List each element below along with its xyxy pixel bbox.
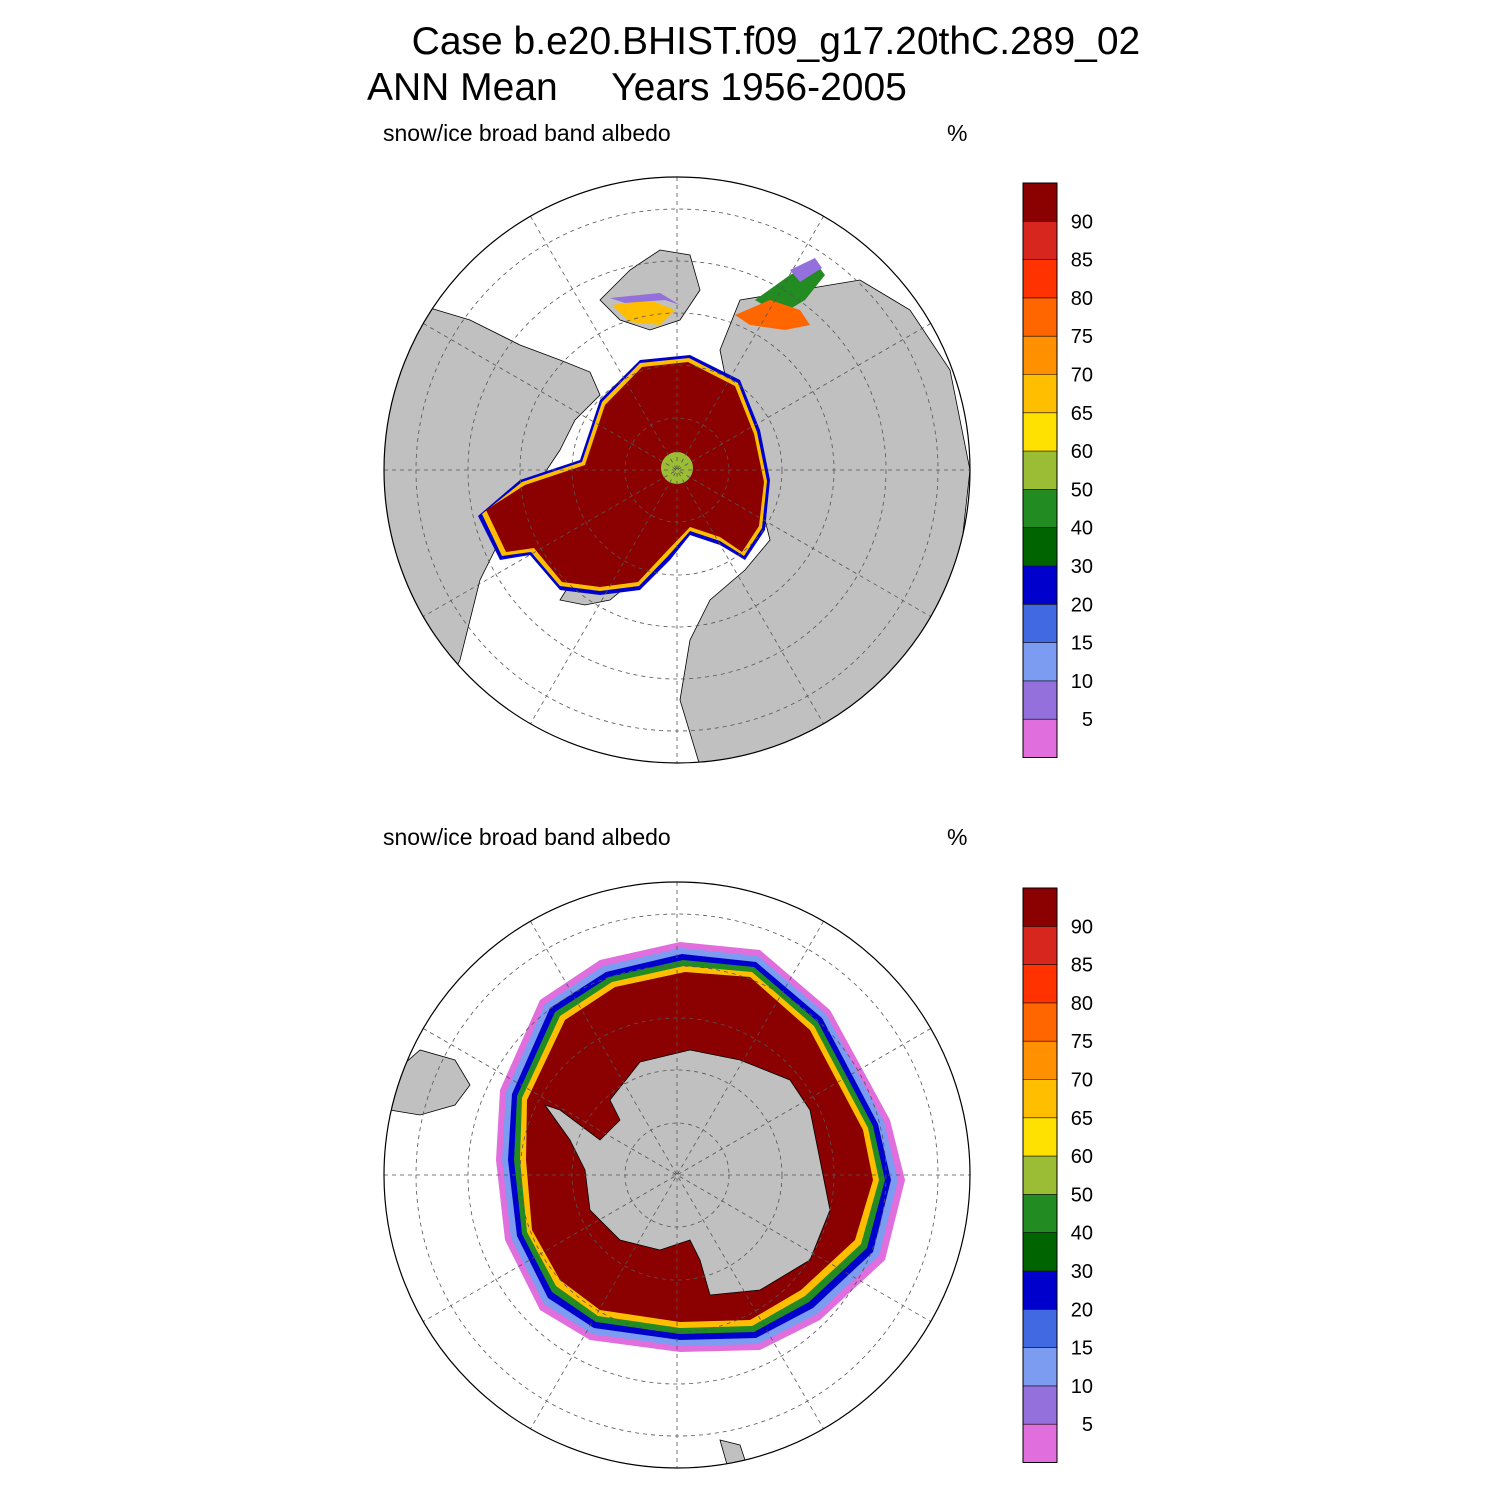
- south-graticule: [384, 882, 970, 1468]
- north-colorbar-box: [1023, 719, 1057, 758]
- north-colorbar-label: 70: [1071, 365, 1093, 387]
- north-graticule: [384, 177, 970, 763]
- north-polar-map: [383, 176, 971, 764]
- south-variable-label: snow/ice broad band albedo: [383, 824, 671, 850]
- south-colorbar-frame: [1022, 887, 1058, 1463]
- south-colorbar-label: 5: [1082, 1414, 1093, 1436]
- south-colorbar-box: [1023, 1309, 1057, 1349]
- north-colorbar-box: [1023, 680, 1057, 720]
- south-colorbar-label: 40: [1071, 1223, 1093, 1245]
- north-colorbar-label: 80: [1071, 288, 1093, 310]
- south-colorbar-box: [1023, 1156, 1057, 1195]
- north-colorbar-box: [1023, 259, 1057, 299]
- north-colorbar-box: [1023, 336, 1057, 375]
- north-colorbar-box: [1023, 566, 1057, 605]
- north-colorbar-box: [1023, 489, 1057, 529]
- north-units-label: %: [947, 120, 968, 146]
- north-colorbar-label: 10: [1071, 671, 1093, 693]
- north-colorbar-box: [1023, 642, 1057, 682]
- south-units-label: %: [947, 824, 968, 850]
- north-colorbar-box: [1023, 183, 1057, 222]
- south-colorbar-box: [1023, 926, 1057, 966]
- south-colorbar-box: [1023, 1079, 1057, 1119]
- south-colorbar-box: [1023, 1041, 1057, 1080]
- north-colorbar-label: 30: [1071, 556, 1093, 578]
- north-colorbar-label: 40: [1071, 518, 1093, 540]
- south-colorbar-box: [1023, 888, 1057, 927]
- south-colorbar-label: 20: [1071, 1299, 1093, 1321]
- north-colorbar-box: [1023, 297, 1057, 337]
- north-colorbar-label: 90: [1071, 211, 1093, 233]
- south-colorbar-label: 85: [1071, 955, 1093, 977]
- south-colorbar-label: 75: [1071, 1031, 1093, 1053]
- north-colorbar-box: [1023, 221, 1057, 261]
- north-colorbar-box: [1023, 604, 1057, 644]
- north-colorbar-box: [1023, 374, 1057, 414]
- north-colorbar-label: 85: [1071, 250, 1093, 272]
- north-colorbar-label: 50: [1071, 479, 1093, 501]
- south-colorbar-label: 60: [1071, 1146, 1093, 1168]
- south-colorbar: 90 85 80 75 70 65 60 50 40 30 20 15 10 5: [1022, 887, 1093, 1463]
- figure-title-period: ANN Mean Years 1956-2005: [367, 66, 907, 109]
- figure-title-case: Case b.e20.BHIST.f09_g17.20thC.289_02: [390, 20, 1141, 63]
- south-colorbar-box: [1023, 1194, 1057, 1234]
- south-colorbar-box: [1023, 964, 1057, 1004]
- north-sea-ice: [478, 258, 825, 595]
- south-colorbar-box: [1023, 1385, 1057, 1425]
- south-colorbar-box: [1023, 1424, 1057, 1463]
- north-colorbar-label: 5: [1082, 709, 1093, 731]
- north-colorbar-box: [1023, 451, 1057, 490]
- south-colorbar-label: 15: [1071, 1338, 1093, 1360]
- south-colorbar-label: 10: [1071, 1376, 1093, 1398]
- north-colorbar-label: 20: [1071, 594, 1093, 616]
- north-colorbar-label: 60: [1071, 441, 1093, 463]
- south-polar-map: [383, 881, 971, 1469]
- north-colorbar-box: [1023, 527, 1057, 567]
- south-colorbar-box: [1023, 1117, 1057, 1157]
- south-colorbar-label: 80: [1071, 993, 1093, 1015]
- north-colorbar-label: 75: [1071, 326, 1093, 348]
- south-colorbar-label: 90: [1071, 916, 1093, 938]
- south-colorbar-box: [1023, 1002, 1057, 1042]
- north-colorbar-label: 65: [1071, 403, 1093, 425]
- south-colorbar-label: 70: [1071, 1070, 1093, 1092]
- south-colorbar-label: 30: [1071, 1261, 1093, 1283]
- north-colorbar-box: [1023, 412, 1057, 452]
- north-colorbar-frame: [1022, 182, 1058, 758]
- south-colorbar-label: 50: [1071, 1184, 1093, 1206]
- south-colorbar-box: [1023, 1271, 1057, 1310]
- north-colorbar: 90 85 80 75 70 65 60 50 40 30 20 15 10 5: [1022, 182, 1093, 758]
- south-colorbar-label: 65: [1071, 1108, 1093, 1130]
- north-variable-label: snow/ice broad band albedo: [383, 120, 671, 146]
- north-colorbar-label: 15: [1071, 633, 1093, 655]
- south-colorbar-box: [1023, 1232, 1057, 1272]
- south-colorbar-box: [1023, 1347, 1057, 1387]
- antarctica-land: [543, 1049, 831, 1296]
